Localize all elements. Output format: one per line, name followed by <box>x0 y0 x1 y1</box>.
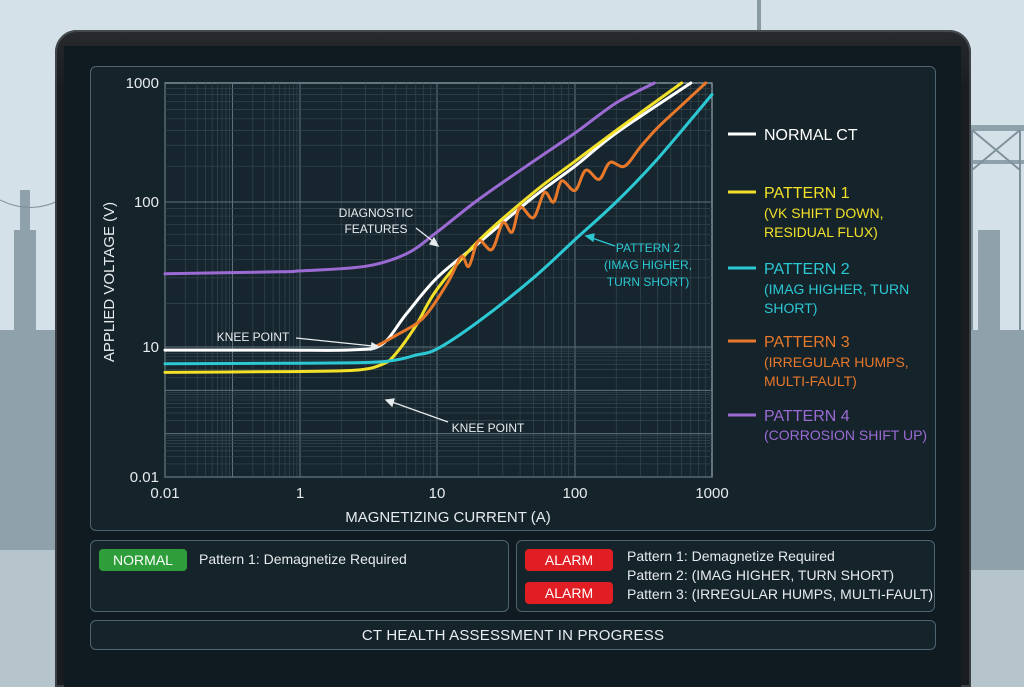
annotation-knee-point-upper: KNEE POINT <box>217 330 290 344</box>
excitation-curve-chart: 0.01 1 10 100 1000 1000 100 10 0.01 MAGNETIZING … <box>101 75 927 526</box>
series-line-pattern-3 <box>373 81 708 349</box>
annotation-diagnostic-features: DIAGNOSTIC <box>339 206 414 220</box>
legend-normal-ct: NORMAL CT <box>764 127 858 144</box>
annotation-knee-point-lower: KNEE POINT <box>452 421 525 435</box>
series-line-pattern-4 <box>163 81 656 276</box>
annotation-arrow-knee-upper <box>295 337 374 347</box>
chart-ticks: 0.01 1 10 100 1000 1000 100 10 0.01 <box>126 75 729 502</box>
y-tick-label: 100 <box>134 194 159 211</box>
plot-area <box>164 82 713 478</box>
annotation-pattern2: PATTERN 2 <box>616 241 681 255</box>
annotation-pattern2-line2: (IMAG HIGHER, <box>604 258 692 272</box>
y-tick-label: 0.01 <box>130 469 159 486</box>
annotation-arrowhead-pattern2 <box>584 233 595 243</box>
legend-pattern2-line3: SHORT) <box>764 300 817 316</box>
normal-status-text: Pattern 1: Demagnetize Required <box>199 551 407 567</box>
legend-pattern2-line2: (IMAG HIGHER, TURN <box>764 281 909 297</box>
legend: NORMAL CT PATTERN 1 (VK SHIFT DOWN, RESI… <box>728 127 927 443</box>
y-tick-label: 1000 <box>126 75 159 92</box>
legend-pattern4-line2: (CORROSION SHIFT UP) <box>764 427 927 443</box>
chart-series <box>163 81 714 374</box>
normal-badge[interactable]: NORMAL <box>99 549 187 571</box>
legend-pattern1-line3: RESIDUAL FLUX) <box>764 224 878 240</box>
y-tick-label: 10 <box>142 339 159 356</box>
alarm-line-2: Pattern 2: (IMAG HIGHER, TURN SHORT) <box>627 567 895 583</box>
legend-pattern3-line2: (IRREGULAR HUMPS, <box>764 354 909 370</box>
x-tick-label: 1 <box>296 485 304 502</box>
annotation-arrowhead-knee-upper <box>370 341 381 351</box>
alarm-badge-1[interactable]: ALARM <box>525 549 613 571</box>
x-tick-label: 1000 <box>695 485 728 502</box>
x-axis-label: MAGNETIZING CURRENT (A) <box>345 509 551 526</box>
legend-pattern2: PATTERN 2 <box>764 261 850 278</box>
alarm-line-3: Pattern 3: (IRREGULAR HUMPS, MULTI-FAULT… <box>627 586 933 602</box>
assessment-status-bar: CT HEALTH ASSESSMENT IN PROGRESS <box>90 620 936 650</box>
legend-pattern1-line2: (VK SHIFT DOWN, <box>764 205 884 221</box>
alarm-badge-2[interactable]: ALARM <box>525 582 613 604</box>
status-panel-normal: NORMAL Pattern 1: Demagnetize Required <box>90 540 509 612</box>
annotation-arrow-diagnostic <box>415 227 435 243</box>
annotation-pattern2-line3: TURN SHORT) <box>607 275 689 289</box>
legend-pattern4: PATTERN 4 <box>764 408 850 425</box>
assessment-status-text: CT HEALTH ASSESSMENT IN PROGRESS <box>361 626 665 644</box>
series-line-pattern-2 <box>163 93 714 366</box>
series-line-pattern-1 <box>163 81 684 374</box>
legend-pattern1: PATTERN 1 <box>764 185 850 202</box>
annotation-arrowhead-knee-lower <box>384 398 395 408</box>
annotation-arrow-knee-lower <box>391 401 449 423</box>
legend-pattern3-line3: MULTI-FAULT) <box>764 373 857 389</box>
x-tick-label: 0.01 <box>150 485 179 502</box>
series-line-normal-ct <box>163 81 693 352</box>
annotation-arrow-pattern2 <box>591 237 616 247</box>
y-axis-label: APPLIED VOLTAGE (V) <box>101 202 118 362</box>
legend-pattern3: PATTERN 3 <box>764 334 850 351</box>
annotation-arrowhead-diagnostic <box>428 236 440 247</box>
status-panel-alarm: ALARM ALARM Pattern 1: Demagnetize Requi… <box>516 540 935 612</box>
annotation-diagnostic-features-line2: FEATURES <box>344 222 407 236</box>
alarm-line-1: Pattern 1: Demagnetize Required <box>627 548 835 564</box>
x-tick-label: 10 <box>429 485 446 502</box>
x-tick-label: 100 <box>562 485 587 502</box>
